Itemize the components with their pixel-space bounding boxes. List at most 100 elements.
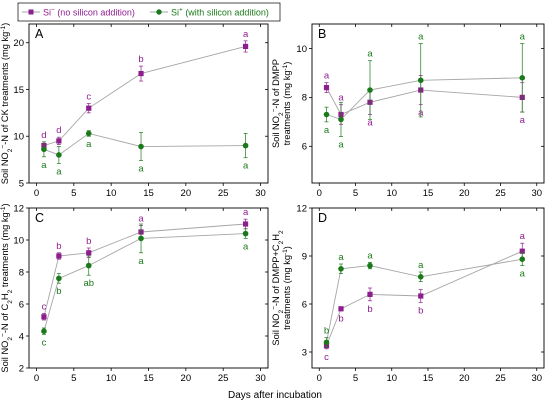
series-line — [326, 87, 523, 116]
x-tick-label: 0 — [317, 373, 322, 384]
y-axis-label: Soil NO2−-N of DMPP — [271, 59, 285, 148]
data-point-square — [519, 248, 525, 254]
data-point-square — [56, 138, 62, 144]
data-point-circle — [56, 152, 62, 158]
x-tick-label: 20 — [181, 188, 192, 199]
x-tick-label: 25 — [495, 188, 506, 199]
series-line — [326, 250, 523, 346]
y-tick-label: 10 — [296, 44, 307, 55]
x-tick-label: 25 — [218, 188, 229, 199]
data-point-circle — [417, 77, 424, 84]
chart-panel-b: B 0 5 10 15 20 25 30 6 8 10 Soil NO2−-N of DMPP trea… — [271, 23, 545, 199]
legend-box — [17, 2, 281, 22]
y-tick-label: 6 — [302, 142, 307, 153]
label-subscript: 2 — [278, 112, 285, 116]
x-tick-label: 15 — [423, 373, 434, 384]
data-point-circle — [367, 262, 373, 269]
significance-letter: ab — [83, 278, 94, 289]
x-tick-label: 15 — [143, 188, 154, 199]
data-point-circle — [138, 235, 144, 242]
x-tick-label: 0 — [34, 373, 39, 384]
data-point-square — [323, 85, 330, 91]
significance-letter: b — [338, 313, 343, 324]
x-tick-label: 5 — [71, 188, 76, 199]
label-text: H — [0, 293, 10, 300]
data-point-circle — [138, 143, 144, 150]
x-tick-label: 15 — [423, 188, 434, 199]
data-point-square — [338, 306, 344, 312]
significance-letter: d — [41, 130, 46, 141]
x-tick-label: 30 — [255, 188, 266, 199]
significance-letter: a — [520, 231, 526, 242]
data-point-square — [56, 253, 62, 259]
y-axis-label: Soil NO2−-N of DMPP+C2H2 — [271, 230, 285, 346]
y-tick-label: 3 — [302, 347, 307, 358]
significance-letter: c — [324, 352, 329, 363]
series-line — [326, 77, 523, 120]
y-axis-label: Soil NO2−-N of CK treatments (mg kg-1) — [0, 23, 14, 185]
series-line — [326, 258, 523, 343]
significance-letter: b — [324, 326, 329, 337]
significance-letter: a — [324, 71, 330, 82]
label-superscript: -1 — [282, 249, 289, 255]
x-tick-label: 25 — [218, 373, 229, 384]
data-point-square — [138, 70, 144, 77]
data-point-circle — [41, 146, 47, 153]
plot-frame — [28, 207, 269, 369]
significance-letter: a — [243, 29, 249, 40]
x-tick-label: 25 — [495, 373, 506, 384]
y-tick-label: 12 — [296, 203, 307, 214]
y-axis-label: Soil NO2−-N of C2H2 treatments (mg kg-1) — [0, 203, 14, 372]
series-with-si: b a a a a — [323, 250, 526, 348]
label-superscript: -1 — [282, 64, 289, 70]
label-subscript: 2 — [7, 289, 14, 293]
label-subscript: 2 — [278, 240, 285, 244]
x-tick-label: 30 — [531, 188, 542, 199]
significance-letter: a — [367, 49, 373, 60]
x-tick-label: 5 — [71, 373, 76, 384]
plot-frame — [311, 23, 545, 184]
label-text: ) — [282, 246, 292, 249]
label-text: treatments (mg kg — [282, 255, 292, 330]
data-point-circle — [41, 328, 47, 335]
y-tick-label: 8 — [19, 267, 24, 278]
significance-letter: b — [367, 304, 372, 315]
y-tick-label: 15 — [13, 85, 24, 96]
data-point-square — [86, 105, 92, 111]
x-tick-label: 0 — [317, 188, 322, 199]
data-point-circle — [323, 339, 330, 346]
significance-letter: b — [418, 305, 423, 316]
significance-letter: a — [138, 256, 144, 267]
significance-letter: b — [56, 286, 61, 297]
legend-marker-with-si — [156, 9, 162, 15]
significance-letter: c — [86, 92, 91, 103]
series-no-si: d d c b a — [41, 29, 249, 150]
significance-letter: a — [138, 214, 144, 225]
x-tick-label: 30 — [255, 373, 266, 384]
legend-label-no-si: Si− (no silicon addition) — [43, 7, 135, 18]
data-point-square — [367, 291, 373, 297]
significance-letter: b — [138, 54, 143, 65]
y-tick-label: 5 — [19, 178, 24, 189]
y-tick-label: 10 — [13, 235, 24, 246]
x-axis-label: Days after incubation — [228, 390, 322, 401]
y-tick-label: 4 — [19, 331, 24, 342]
significance-letter: a — [520, 115, 526, 126]
y-axis-label: treatments (mg kg-1) — [282, 246, 293, 330]
legend: Si− (no silicon addition) Si+ (with sili… — [17, 2, 281, 22]
label-text: ) — [0, 203, 10, 206]
significance-letter: a — [41, 160, 47, 171]
label-text: Soil NO — [0, 152, 10, 184]
data-point-square — [418, 293, 424, 299]
significance-letter: a — [520, 32, 526, 43]
data-point-circle — [85, 130, 92, 137]
data-point-circle — [519, 75, 526, 81]
significance-letter: a — [56, 166, 62, 177]
y-tick-label: 8 — [302, 93, 307, 104]
label-subscript: 2 — [7, 337, 14, 341]
